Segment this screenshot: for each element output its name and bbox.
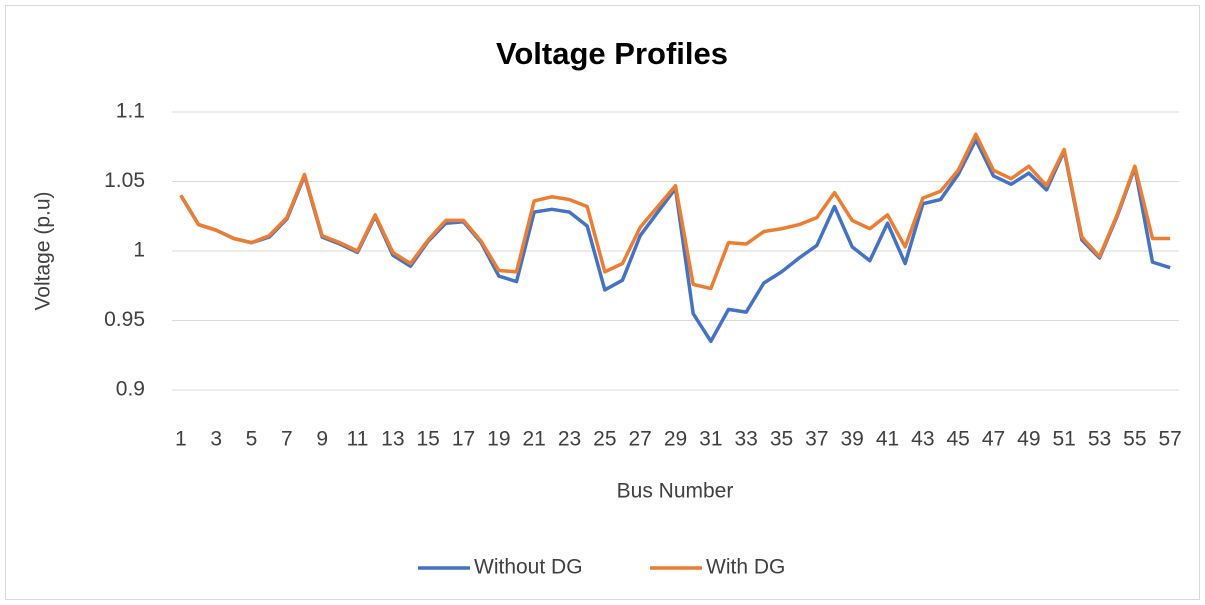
y-tick-label: 0.9: [116, 378, 145, 401]
x-tick-label: 31: [699, 428, 722, 451]
x-tick-label: 55: [1123, 428, 1146, 451]
x-tick-label: 19: [487, 428, 510, 451]
chart-title: Voltage Profiles: [496, 36, 728, 71]
x-tick-label: 17: [452, 428, 475, 451]
x-tick-label: 15: [416, 428, 439, 451]
y-axis-label: Voltage (p.u): [32, 191, 55, 310]
x-tick-label: 3: [210, 428, 222, 451]
y-tick-label: 1: [133, 239, 145, 262]
legend-label: Without DG: [474, 556, 583, 579]
x-tick-label: 37: [805, 428, 828, 451]
x-tick-label: 25: [593, 428, 616, 451]
data-line: [179, 132, 1171, 291]
x-tick-label: 49: [1017, 428, 1040, 451]
y-tick-label: 0.95: [104, 308, 145, 331]
legend-label: With DG: [706, 556, 785, 579]
x-tick-label: 51: [1052, 428, 1075, 451]
x-tick-label: 27: [628, 428, 651, 451]
x-tick-label: 11: [347, 428, 369, 451]
x-tick-label: 21: [522, 428, 545, 451]
y-tick-label: 1.1: [116, 100, 145, 123]
x-tick-label: 13: [381, 428, 404, 451]
x-tick-label: 7: [281, 428, 293, 451]
x-tick-label: 45: [946, 428, 969, 451]
x-tick-label: 35: [770, 428, 793, 451]
y-tick-label: 1.05: [104, 169, 145, 192]
x-tick-label: 23: [558, 428, 581, 451]
x-tick-label: 1: [175, 428, 187, 451]
x-axis-label: Bus Number: [617, 480, 734, 503]
chart-frame: [5, 5, 1200, 600]
x-tick-label: 57: [1158, 428, 1181, 451]
x-tick-label: 43: [911, 428, 934, 451]
x-tick-label: 9: [316, 428, 328, 451]
x-tick-label: 33: [734, 428, 757, 451]
x-tick-label: 53: [1088, 428, 1111, 451]
x-tick-label: 47: [982, 428, 1005, 451]
x-tick-label: 29: [664, 428, 687, 451]
x-tick-label: 39: [840, 428, 863, 451]
x-tick-label: 5: [246, 428, 258, 451]
x-tick-label: 41: [876, 428, 899, 451]
